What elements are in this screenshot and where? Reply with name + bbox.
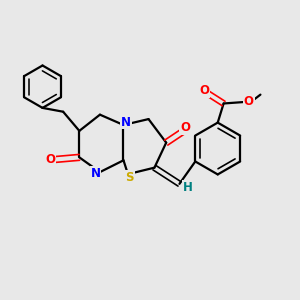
- Text: O: O: [45, 153, 55, 166]
- Text: N: N: [91, 167, 100, 180]
- Text: O: O: [200, 84, 209, 97]
- Text: O: O: [180, 121, 190, 134]
- Text: N: N: [121, 116, 130, 128]
- Text: O: O: [244, 95, 254, 108]
- Text: S: S: [125, 171, 134, 184]
- Text: H: H: [183, 181, 193, 194]
